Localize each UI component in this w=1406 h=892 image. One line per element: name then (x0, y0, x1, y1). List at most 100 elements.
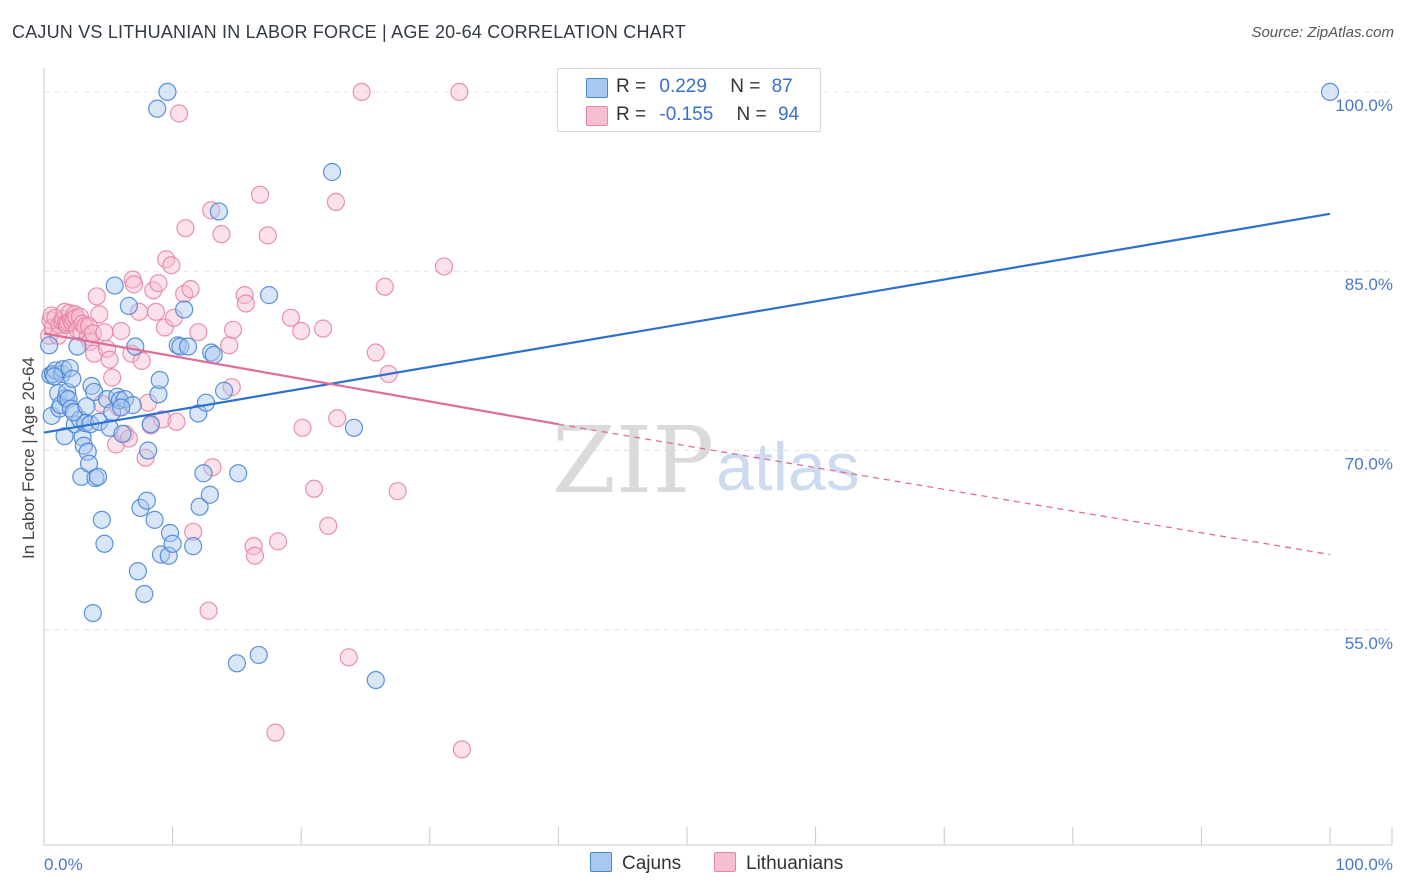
cajun-point (150, 370, 169, 390)
cajun-point (149, 385, 168, 404)
cajun-point (214, 381, 234, 400)
cajun-point (92, 510, 111, 529)
watermark: ZIP atlas (552, 407, 860, 514)
cajun-point (139, 441, 158, 460)
lithuanian-point (244, 537, 263, 556)
y-tick-label: 85.0% (1345, 275, 1393, 294)
lithuanian-point (202, 201, 221, 220)
cajun-point (196, 393, 216, 412)
cajun-point (322, 162, 342, 182)
legend-r-value: 0.229 (659, 76, 707, 97)
y-tick-label: 70.0% (1345, 455, 1393, 474)
lithuanian-point (90, 305, 109, 324)
lithuanian-point (366, 343, 385, 362)
cajun-point (68, 337, 87, 356)
lithuanian-point (326, 192, 346, 211)
lithuanian-trend-line (43, 332, 559, 426)
cajun-point (148, 99, 167, 118)
cajun-point (88, 467, 108, 486)
y-axis-tick-labels: 100.0% 85.0% 70.0% 55.0% (1335, 96, 1393, 653)
lithuanian-swatch (586, 106, 608, 126)
lithuanian-point (212, 225, 231, 244)
cajun-point (159, 546, 178, 565)
lithuanian-point (181, 280, 200, 299)
cajun-legend-label: Cajuns (622, 853, 682, 874)
legend-n-label: N = (730, 76, 761, 97)
lithuanian-point (203, 458, 222, 477)
cajun-point (77, 397, 96, 416)
lithuanian-point (223, 320, 243, 339)
lithuanian-point (100, 350, 119, 369)
legend-lithuanian-stats: R = -0.155 N = 94 (616, 104, 799, 126)
lithuanian-point (236, 294, 256, 313)
cajun-point (105, 276, 124, 295)
cajun-point (163, 534, 182, 553)
legend-r-label: R = (616, 76, 647, 97)
lithuanian-point (281, 308, 301, 327)
lithuanian-point (162, 256, 181, 275)
cajun-point (141, 415, 160, 434)
legend-cajun-stats: R = 0.229 N = 87 (616, 76, 793, 98)
lithuanian-point (87, 287, 106, 306)
cajun-point (202, 343, 221, 362)
cajun-point (131, 498, 150, 518)
cajun-points (40, 82, 1340, 690)
cajun-point (249, 645, 268, 665)
lithuanian-point (149, 274, 168, 293)
cajun-point (126, 337, 145, 356)
lithuanian-point (157, 250, 176, 269)
lithuanian-points (40, 82, 472, 759)
cajun-trend-line (43, 212, 1331, 434)
cajun-point (178, 337, 198, 356)
cajun-point (1320, 82, 1340, 102)
bottom-legend-lithuanians: Lithuanians (714, 852, 843, 875)
legend-r-value: -0.155 (659, 104, 714, 125)
cajun-point (113, 424, 132, 443)
lithuanian-point (220, 336, 239, 355)
cajun-point (229, 464, 248, 483)
lithuanian-point (169, 104, 189, 123)
y-axis-label: In Labor Force | Age 20-64 (19, 357, 38, 559)
chart-title: CAJUN VS LITHUANIAN IN LABOR FORCE | AGE… (12, 22, 686, 42)
cajun-point (194, 464, 213, 483)
lithuanian-legend-label: Lithuanians (746, 853, 844, 874)
lithuanian-point (245, 546, 265, 565)
lithuanian-point (176, 219, 195, 238)
cajun-point (344, 418, 364, 437)
legend-n-label: N = (736, 104, 767, 125)
legend-r-label: R = (616, 104, 647, 125)
cajun-point (112, 398, 131, 417)
lithuanian-point (189, 323, 208, 342)
lithuanian-point (167, 412, 186, 431)
x-tick-label-min: 0.0% (44, 855, 83, 874)
lithuanian-point (292, 321, 311, 341)
x-axis-ticks (172, 827, 1393, 845)
watermark-atlas: atlas (716, 429, 860, 505)
legend-n-value: 87 (771, 76, 793, 97)
lithuanian-point (146, 302, 165, 321)
lithuanian-point (258, 226, 277, 245)
cajun-point (204, 345, 223, 364)
cajun-point (175, 300, 194, 319)
cajun-swatch (586, 78, 608, 98)
cajun-point (259, 286, 279, 305)
lithuanian-point (304, 479, 324, 498)
lithuanian-point (250, 185, 270, 204)
correlation-legend: R = 0.229 N = 87 R = -0.155 N = 94 (557, 68, 821, 132)
legend-n-value: 94 (777, 104, 800, 125)
cajun-point (60, 358, 79, 378)
cajun-point (209, 202, 228, 221)
cajun-point (40, 336, 59, 355)
lithuanian-point (95, 323, 114, 342)
cajun-point (200, 485, 219, 504)
lithuanian-legend-swatch (714, 852, 736, 872)
lithuanian-point (319, 516, 338, 535)
lithuanian-point (293, 418, 312, 437)
cajun-point (190, 497, 209, 516)
source-credit: Source: ZipAtlas.com (1251, 24, 1394, 41)
lithuanian-point (450, 82, 469, 102)
lithuanian-point (184, 522, 203, 541)
watermark-zip: ZIP (552, 407, 714, 514)
cajun-point (45, 367, 64, 386)
